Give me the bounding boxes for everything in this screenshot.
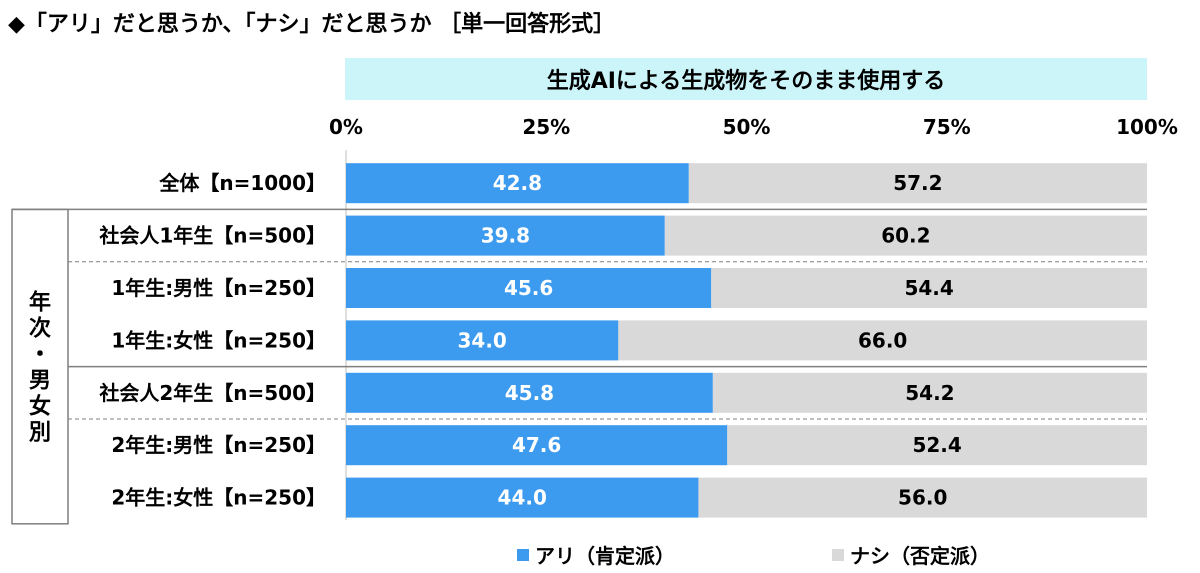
group-label-char: 別 <box>29 421 51 446</box>
x-tick-label: 100% <box>1116 115 1178 139</box>
category-label: 1年生:男性【n=250】 <box>111 276 326 300</box>
category-label: 社会人1年生【n=500】 <box>98 224 326 248</box>
chart-title: ◆「アリ」だと思うか、「ナシ」だと思うか ［単一回答形式］ <box>8 12 616 37</box>
data-label-nashi: 56.0 <box>898 486 947 510</box>
data-label-nashi: 54.4 <box>904 276 953 300</box>
bar-ari <box>346 215 665 256</box>
data-label-ari: 45.6 <box>504 276 553 300</box>
data-label-ari: 45.8 <box>505 381 554 405</box>
legend-label-nashi: ナシ（否定派） <box>850 544 990 568</box>
category-label: 2年生:男性【n=250】 <box>111 433 326 457</box>
legend-item-ari: アリ（肯定派） <box>517 540 675 569</box>
x-tick-label: 25% <box>522 115 570 139</box>
data-label-ari: 44.0 <box>498 486 547 510</box>
group-label-char: 年 <box>29 290 51 316</box>
question-header-text: 生成AIによる生成物をそのまま使用する <box>546 69 946 94</box>
data-label-nashi: 54.2 <box>905 381 954 405</box>
bar-ari <box>346 320 619 361</box>
data-label-ari: 34.0 <box>457 328 506 352</box>
data-label-nashi: 57.2 <box>893 171 942 195</box>
group-bracket <box>11 208 69 525</box>
group-label-char: ・ <box>29 343 51 368</box>
legend-label-ari: アリ（肯定派） <box>535 544 675 568</box>
x-tick-label: 75% <box>923 115 971 139</box>
x-tick-label: 50% <box>723 115 771 139</box>
category-label: 2年生:女性【n=250】 <box>111 486 326 510</box>
bar-nashi <box>698 477 1147 518</box>
category-label: 1年生:女性【n=250】 <box>111 328 326 352</box>
legend-item-nashi: ナシ（否定派） <box>832 540 990 569</box>
legend-swatch-nashi <box>832 548 844 561</box>
group-label-char: 次 <box>29 316 51 342</box>
bar-nashi <box>712 372 1147 413</box>
group-label-char: 男 <box>29 369 51 394</box>
bar-nashi <box>711 268 1147 308</box>
bar-ari <box>346 268 712 308</box>
bar-ari <box>346 425 728 466</box>
data-label-nashi: 60.2 <box>881 224 930 248</box>
legend-swatch-ari <box>517 548 529 561</box>
bar-ari <box>346 163 689 204</box>
bar-nashi <box>618 320 1147 361</box>
question-header: 生成AIによる生成物をそのまま使用する <box>345 58 1147 100</box>
data-label-ari: 39.8 <box>481 224 530 248</box>
x-tick-label: 0% <box>329 115 363 139</box>
bar-nashi <box>664 215 1147 256</box>
data-label-nashi: 52.4 <box>912 433 961 457</box>
group-label: 年次・男女別 <box>29 290 51 446</box>
bar-nashi <box>688 163 1147 204</box>
category-label: 全体【n=1000】 <box>158 171 326 195</box>
data-label-nashi: 66.0 <box>858 328 907 352</box>
bar-ari <box>346 372 713 413</box>
category-label: 社会人2年生【n=500】 <box>98 381 326 405</box>
bar-nashi <box>727 425 1147 466</box>
data-label-ari: 42.8 <box>493 171 542 195</box>
bar-ari <box>346 477 699 518</box>
data-label-ari: 47.6 <box>512 433 561 457</box>
group-label-char: 女 <box>29 394 51 420</box>
